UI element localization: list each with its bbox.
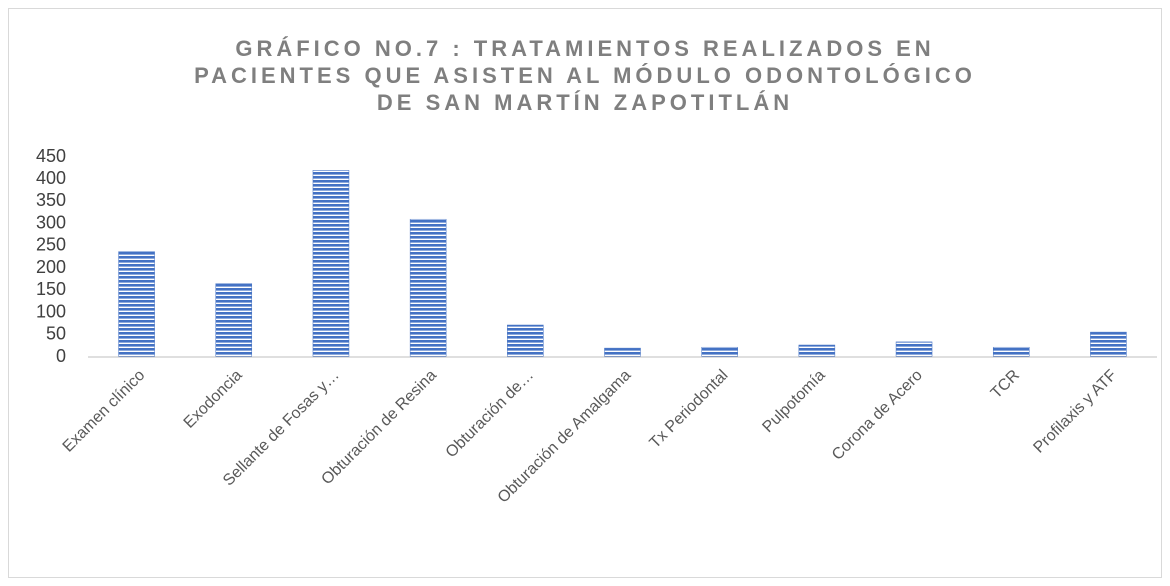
y-tick-label: 300 [36, 212, 66, 232]
y-tick-label: 350 [36, 190, 66, 210]
y-tick-label: 150 [36, 279, 66, 299]
bar [604, 347, 641, 358]
y-tick-label: 0 [56, 346, 66, 366]
bar [118, 251, 155, 358]
y-tick-label: 50 [46, 324, 66, 344]
chart-title: PACIENTES QUE ASISTEN AL MÓDULO ODONTOLÓ… [194, 63, 976, 88]
y-tick-label: 250 [36, 235, 66, 255]
chart-frame [8, 8, 1162, 578]
y-tick-label: 200 [36, 257, 66, 277]
y-tick-label: 450 [36, 146, 66, 166]
chart-title: GRÁFICO NO.7 : TRATAMIENTOS REALIZADOS E… [235, 36, 934, 61]
y-tick-label: 400 [36, 168, 66, 188]
bar [409, 218, 447, 358]
bar [215, 283, 253, 358]
y-tick-label: 100 [36, 301, 66, 321]
bar [895, 341, 933, 358]
bar [507, 324, 544, 358]
bar [1090, 331, 1127, 358]
bar [312, 170, 350, 358]
bar [992, 346, 1030, 358]
bar [798, 344, 836, 358]
bar [701, 346, 738, 358]
chart-title: DE SAN MARTÍN ZAPOTITLÁN [377, 90, 793, 115]
